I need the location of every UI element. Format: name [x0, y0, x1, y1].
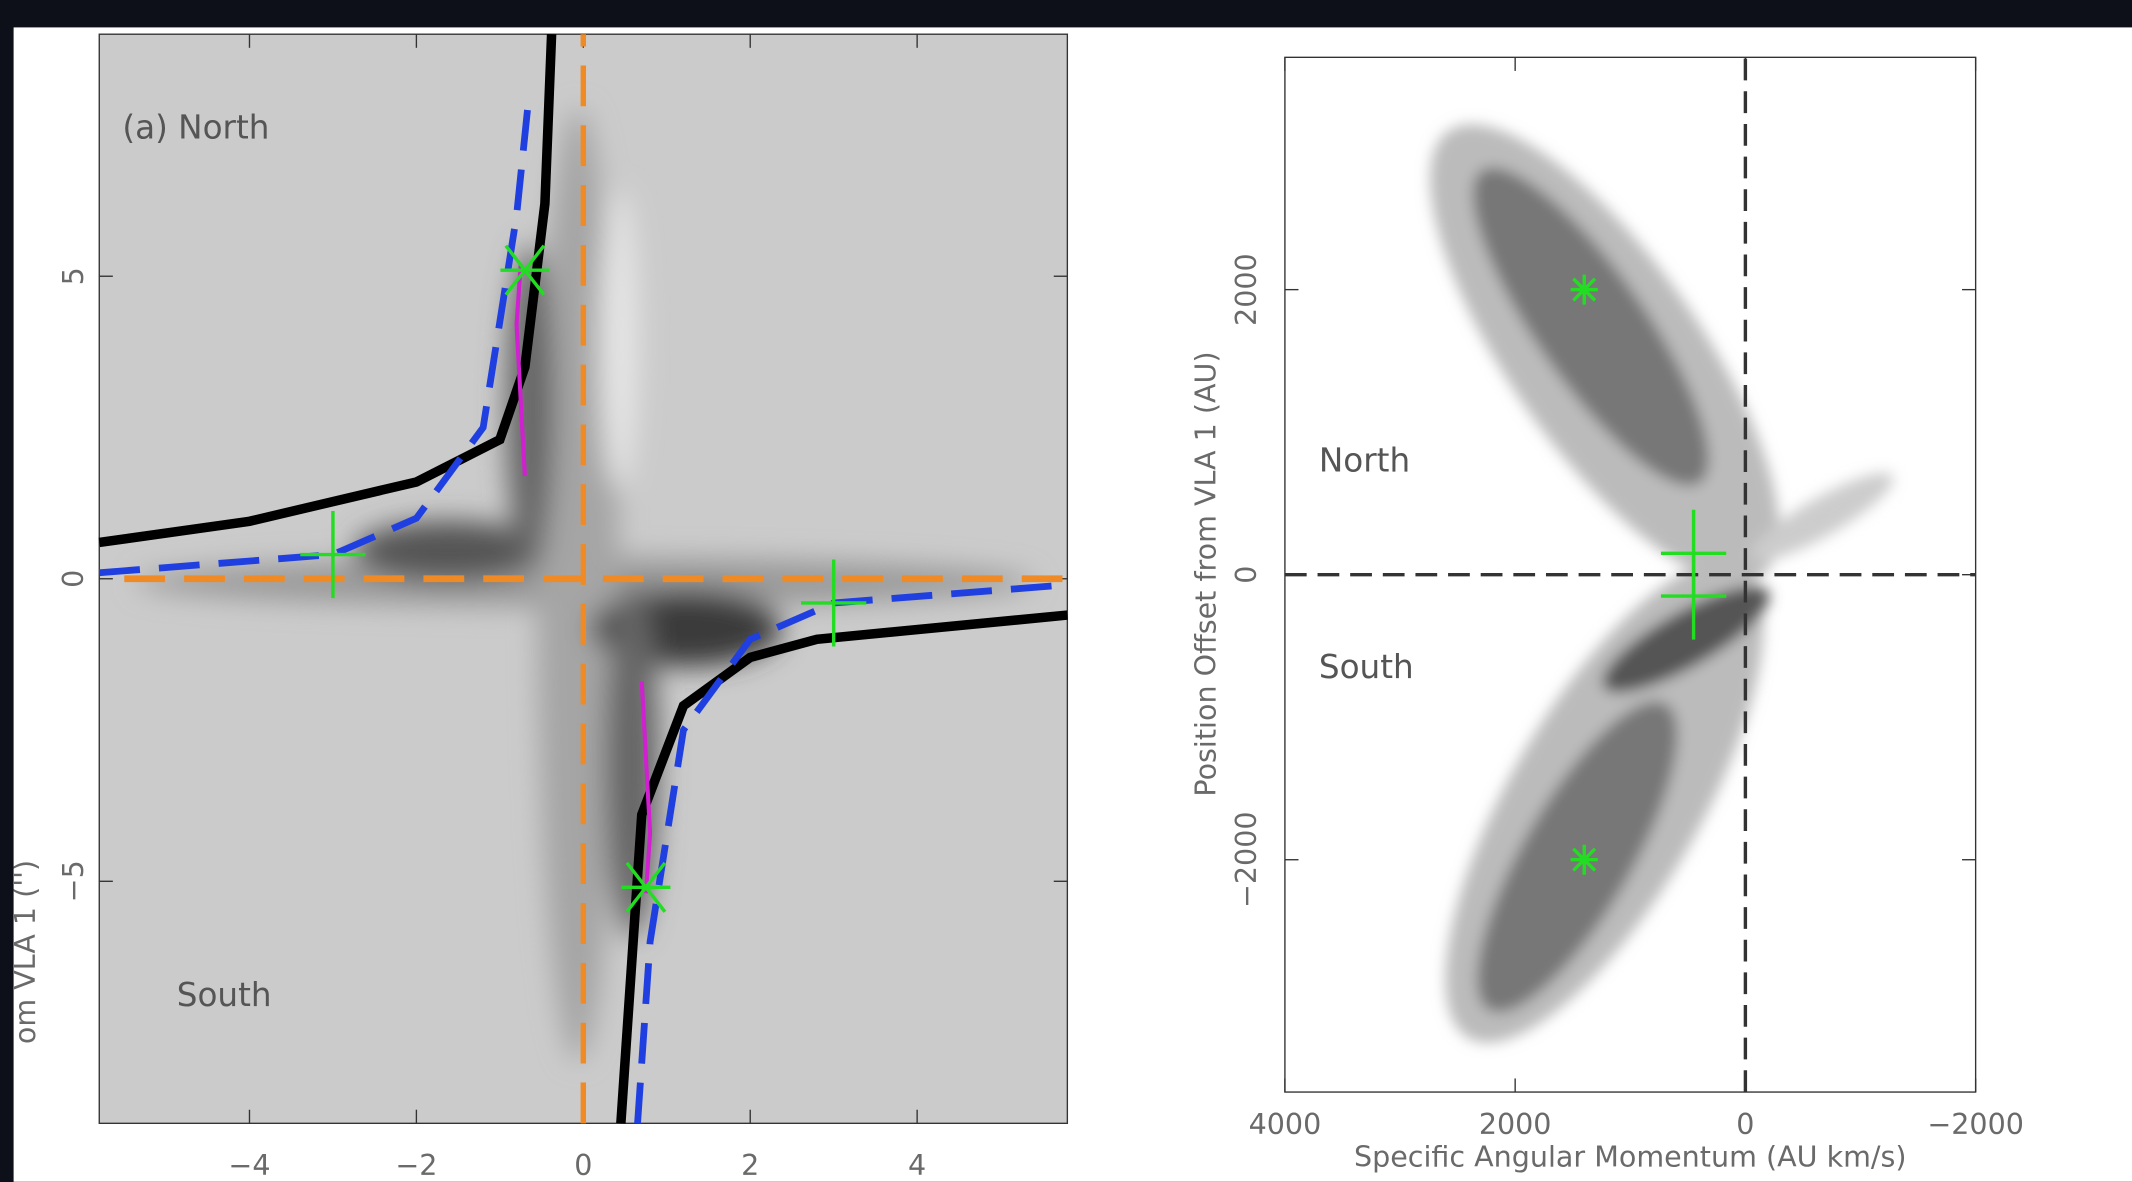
marker	[1571, 275, 1598, 305]
x-tick-label: 4000	[1249, 1107, 1322, 1141]
x-tick-label: 0	[1736, 1107, 1754, 1141]
page: {"chart_data":[ {"type":"line","annotati…	[0, 0, 2132, 1182]
y-tick-label: −2000	[1229, 811, 1263, 908]
y-axis-label: Position Offset from VLA 1 (AU)	[1188, 351, 1222, 796]
annotation: South	[1319, 648, 1414, 686]
x-tick-label: 0	[574, 1148, 592, 1182]
x-tick-label: 4	[908, 1148, 926, 1182]
annotation: North	[1319, 442, 1410, 480]
marker	[1571, 845, 1598, 875]
x-tick-label: −2	[395, 1148, 437, 1182]
x-axis-label: Specific Angular Momentum (AU km/s)	[1354, 1140, 1907, 1174]
slide: −4 −2 0 2 4 −5 0 5 (a) North South om VLA 1 ('') 40…	[0, 0, 2132, 1182]
y-tick-label: 2000	[1229, 253, 1263, 326]
y-tick-label: 5	[56, 267, 90, 285]
y-tick-label: 0	[1229, 566, 1263, 584]
y-tick-label: 0	[56, 570, 90, 588]
x-tick-label: 2000	[1479, 1107, 1552, 1141]
x-tick-label: −2000	[1927, 1107, 2024, 1141]
annotation: South	[177, 976, 272, 1014]
y-axis-label: om VLA 1 ('')	[8, 860, 42, 1044]
y-tick-label: −5	[56, 860, 90, 902]
annotation: (a) North	[122, 108, 269, 146]
x-tick-label: 2	[741, 1148, 759, 1182]
x-tick-label: −4	[228, 1148, 270, 1182]
